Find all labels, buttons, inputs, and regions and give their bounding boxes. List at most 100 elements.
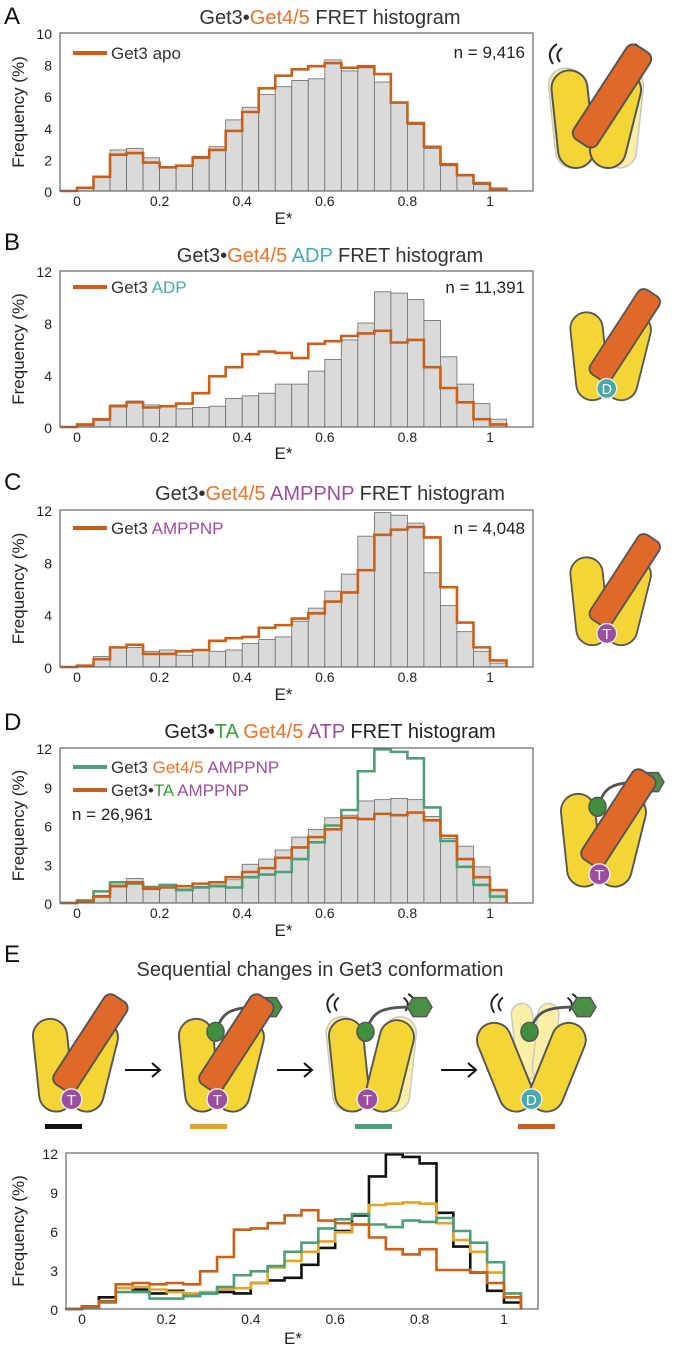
- get45-icon: [52, 993, 129, 1094]
- histogram-bar: [159, 166, 177, 192]
- x-tick-label: 0: [73, 905, 81, 921]
- histogram-bar: [406, 799, 425, 904]
- get3-cartoon: T: [31, 993, 129, 1113]
- y-tick-label: 4: [44, 121, 52, 137]
- histogram-bar: [258, 94, 276, 192]
- histogram-bar: [109, 149, 127, 192]
- x-tick-label: 0.4: [232, 193, 252, 209]
- histogram-bar: [456, 174, 474, 192]
- y-tick-label: 12: [36, 503, 52, 519]
- histogram-bar: [241, 395, 260, 428]
- y-tick-label: 4: [44, 608, 52, 624]
- title-segment: Get3•: [177, 245, 227, 267]
- histogram-bar: [192, 155, 210, 192]
- y-axis-label: Frequency (%): [9, 56, 28, 167]
- histogram-bar: [175, 165, 194, 192]
- histogram-bar: [406, 522, 425, 668]
- histogram-bar: [307, 78, 326, 192]
- histogram-bar: [109, 884, 127, 904]
- histogram-bar: [456, 631, 474, 668]
- title-segment: TA: [215, 721, 240, 743]
- y-tick-label: 0: [44, 660, 52, 676]
- histogram-bar: [258, 392, 276, 428]
- x-tick-label: 0.6: [325, 1311, 345, 1327]
- y-tick-label: 0: [44, 896, 52, 912]
- nucleotide-badge-icon: [588, 863, 611, 886]
- get3-cartoon: T: [177, 993, 283, 1113]
- panel-letter: A: [4, 3, 20, 30]
- chart-title: Get3•Get4/5 AMPPNP FRET histogram: [155, 483, 505, 505]
- title-segment: Get3•: [155, 483, 205, 505]
- sample-count: n = 9,416: [454, 43, 525, 62]
- legend-segment: AMPPNP: [207, 758, 279, 777]
- histogram-bar: [406, 299, 425, 428]
- y-tick-label: 3: [44, 857, 52, 873]
- panel-d: D Get3•TA Get4/5 ATP FRET histogram036912…: [4, 709, 534, 940]
- y-axis-label: Frequency (%): [9, 770, 28, 881]
- x-tick-label: 1: [486, 429, 494, 445]
- legend-label: Get3 apo: [111, 44, 181, 63]
- state-color-key: [190, 1124, 227, 1129]
- step-line-series-0: [60, 61, 508, 193]
- histogram-bar: [93, 420, 111, 428]
- panel-letter: C: [4, 469, 21, 496]
- x-tick-label: 0.4: [241, 1311, 261, 1327]
- histogram-bar: [357, 535, 375, 668]
- nucleotide-badge-icon: [206, 1088, 229, 1111]
- y-axis-label: Frequency (%): [9, 293, 28, 404]
- nucleotide-badge-icon: [356, 1088, 379, 1111]
- nucleotide-letter: D: [526, 1092, 537, 1109]
- x-tick-label: 0.4: [232, 905, 252, 921]
- histogram-bar: [423, 147, 441, 192]
- x-axis-label: E*: [275, 444, 293, 463]
- title-segment: ADP: [287, 245, 332, 267]
- panel-b: B Get3•Get4/5 ADP FRET histogram 0 4 8 12 0 0.2…: [4, 229, 534, 463]
- histogram-bar: [423, 816, 441, 904]
- histogram-bar: [423, 572, 441, 668]
- step-line-series-3: [65, 1208, 523, 1311]
- histogram-bar: [423, 319, 441, 428]
- y-tick-label: 9: [50, 1185, 58, 1201]
- nucleotide-letter: T: [602, 627, 611, 643]
- get45-icon: [580, 768, 657, 869]
- x-tick-label: 0.8: [398, 193, 418, 209]
- histogram-bar: [274, 86, 293, 192]
- legend-segment: AMPPNP: [152, 519, 224, 538]
- nucleotide-letter: T: [595, 867, 604, 884]
- arrow-right-icon: [441, 1062, 478, 1078]
- step-line-series-0: [60, 525, 508, 669]
- chart-title: Get3•TA Get4/5 ATP FRET histogram: [164, 721, 495, 743]
- chart-title: Get3•Get4/5 ADP FRET histogram: [177, 245, 483, 267]
- nucleotide-letter: D: [602, 382, 612, 398]
- motion-arc-icon: [490, 993, 499, 1014]
- motion-arc-icon: [548, 43, 558, 65]
- x-tick-label: 0.8: [398, 669, 418, 685]
- x-tick-label: 1: [500, 1311, 508, 1327]
- y-tick-label: 2: [44, 152, 52, 168]
- y-tick-label: 0: [50, 1302, 58, 1318]
- histogram-bar: [225, 649, 243, 668]
- histogram-bar: [258, 858, 276, 904]
- get3-cartoon: T: [569, 533, 661, 647]
- x-tick-label: 1: [486, 905, 494, 921]
- histogram-bar: [324, 59, 342, 192]
- arrow-right-icon: [125, 1062, 162, 1078]
- get3-lobe-right: [364, 1019, 415, 1113]
- legend-segment: Get3•: [111, 781, 154, 800]
- histogram-bar: [324, 358, 342, 428]
- x-tick-label: 0: [78, 1311, 86, 1327]
- histogram-bar: [440, 356, 458, 428]
- y-tick-label: 3: [50, 1263, 58, 1279]
- histogram-bar: [225, 879, 243, 904]
- y-tick-label: 4: [44, 368, 52, 384]
- y-tick-label: 6: [44, 819, 52, 835]
- motion-arc-icon: [333, 996, 340, 1012]
- legend-segment: TA: [154, 781, 175, 800]
- get3-lobe-left: [476, 1021, 535, 1113]
- panel-letter: B: [4, 229, 20, 256]
- ta-substrate-icon: [588, 796, 607, 818]
- histogram-bar: [373, 81, 392, 192]
- histogram-bar: [390, 102, 408, 192]
- histogram-bar: [390, 514, 408, 668]
- histogram-bar: [109, 646, 127, 668]
